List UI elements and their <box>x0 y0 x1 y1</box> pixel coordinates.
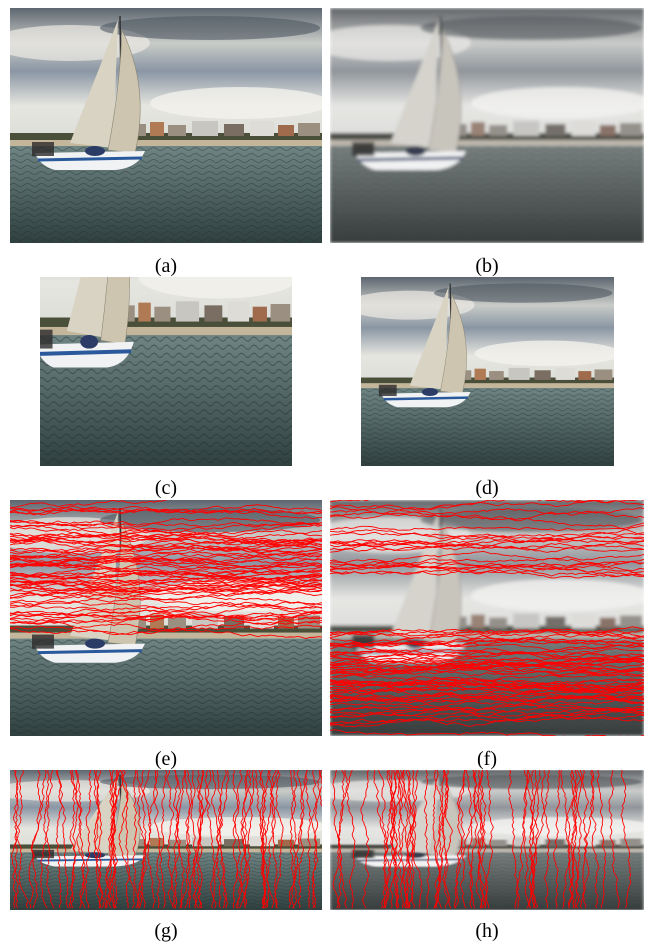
image-g <box>0 770 334 910</box>
caption: (a) <box>155 255 177 277</box>
image-h <box>310 770 647 910</box>
caption: (h) <box>475 920 498 942</box>
image-f <box>310 494 647 738</box>
image-a <box>0 8 330 243</box>
image-e <box>0 493 330 736</box>
panels <box>0 8 647 910</box>
caption: (g) <box>154 920 177 942</box>
caption: (e) <box>155 748 177 770</box>
image-d <box>345 277 621 466</box>
caption: (c) <box>155 477 177 499</box>
caption: (f) <box>477 748 497 770</box>
caption: (d) <box>475 477 498 499</box>
image-b <box>310 8 647 243</box>
figure: (a) (b) (c) (d) (e) (f) (g) (h) <box>0 0 647 944</box>
caption: (b) <box>475 255 498 277</box>
